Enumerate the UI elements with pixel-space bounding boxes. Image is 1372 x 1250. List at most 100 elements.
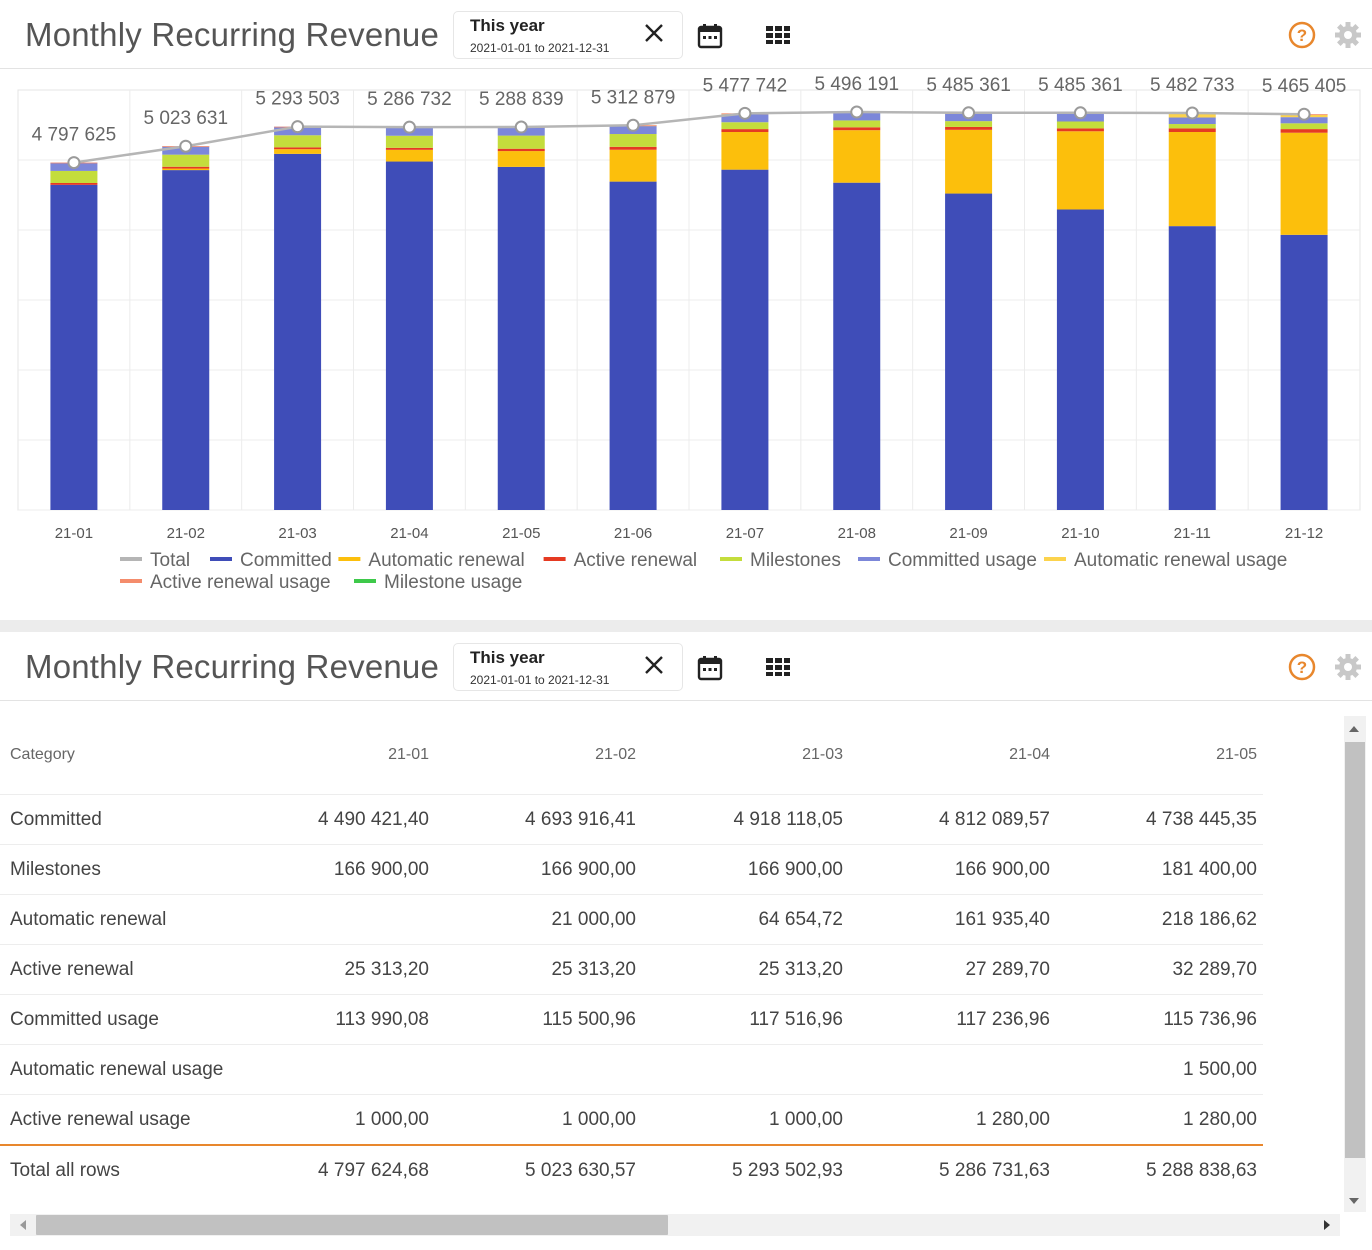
value-cell: 25 313,20 (228, 944, 435, 995)
column-header-month[interactable]: 21-04 (1009, 746, 1050, 763)
help-icon[interactable]: ? (1287, 652, 1317, 682)
bar-segment (833, 130, 881, 183)
close-icon[interactable] (642, 21, 666, 45)
grid-icon[interactable] (765, 656, 791, 678)
mrr-stacked-bar-chart: 21-01 21-02 21-03 21-04 21-05 21-06 21-07 21-08… (17, 74, 1361, 593)
svg-text:?: ? (1297, 658, 1307, 677)
x-tick-label: 21-08 (838, 525, 876, 542)
scroll-right-arrow-icon[interactable] (1324, 1220, 1330, 1230)
value-cell: 181 400,00 (1056, 844, 1263, 895)
total-point (291, 120, 305, 134)
table-row: Automatic renewal usage 1 500,00 (0, 1044, 1263, 1095)
table-header-row: Category 21-01 21-02 21-03 21-04 21-05 (0, 716, 1263, 795)
legend-label: Total (150, 550, 190, 571)
legend-label: Active renewal (574, 550, 698, 571)
total-data-label: 5 023 631 (143, 108, 228, 129)
total-data-label: 5 482 733 (1150, 75, 1235, 96)
mrr-table: Category 21-01 21-02 21-03 21-04 21-05 Commit… (0, 716, 1263, 1196)
value-cell: 4 693 916,41 (435, 794, 642, 845)
value-cell: 166 900,00 (642, 844, 849, 895)
bar-segment (1168, 124, 1216, 129)
table-row: Active renewal usage 1 000,00 1 000,00 1 00… (0, 1094, 1263, 1145)
bar-segment (609, 181, 657, 510)
total-point (1185, 106, 1199, 120)
chart-panel: Monthly Recurring Revenue This year 2021… (0, 0, 1372, 620)
vertical-scrollbar[interactable] (1344, 716, 1366, 1212)
legend-label: Active renewal usage (150, 572, 331, 593)
bar-segment (162, 168, 210, 171)
total-data-label: 5 286 732 (367, 89, 452, 110)
value-cell: 117 236,96 (849, 994, 1056, 1045)
total-point (402, 120, 416, 134)
bar-segment (162, 166, 210, 169)
chart-labels: 21-01 21-02 21-03 21-04 21-05 21-06 21-07 21-08… (32, 74, 1347, 542)
horizontal-scrollbar[interactable] (10, 1214, 1340, 1236)
column-header-month[interactable]: 21-05 (1216, 746, 1257, 763)
value-cell: 64 654,72 (642, 894, 849, 945)
total-point (1073, 106, 1087, 120)
gear-icon[interactable] (1333, 20, 1363, 50)
bar-segment (274, 149, 322, 154)
total-point (179, 139, 193, 153)
bar-segment (1280, 234, 1328, 511)
bar-segment (1056, 209, 1104, 510)
period-range: 2021-01-01 to 2021-12-31 (470, 41, 610, 55)
calendar-icon[interactable] (696, 654, 724, 682)
scroll-down-arrow-icon[interactable] (1349, 1198, 1359, 1204)
legend-label: Milestone usage (384, 572, 522, 593)
row-category-cell: Milestones (0, 844, 228, 895)
legend-label: Automatic renewal usage (1074, 550, 1287, 571)
table-row: Milestones 166 900,00 166 900,00 166 900,00… (0, 844, 1263, 895)
period-selector[interactable]: This year 2021-01-01 to 2021-12-31 (453, 11, 683, 59)
mrr-table-viewport[interactable]: Category 21-01 21-02 21-03 21-04 21-05 Commit… (0, 716, 1342, 1216)
value-cell: 27 289,70 (849, 944, 1056, 995)
svg-text:?: ? (1297, 26, 1307, 45)
column-header-month[interactable]: 21-01 (388, 746, 429, 763)
bar-segment (721, 169, 769, 510)
legend-label: Milestones (750, 550, 841, 571)
bar-segment (1280, 132, 1328, 235)
close-icon[interactable] (642, 653, 666, 677)
value-cell (228, 1044, 435, 1095)
value-cell: 115 736,96 (1056, 994, 1263, 1045)
value-cell: 5 286 731,63 (849, 1144, 1056, 1196)
value-cell: 115 500,96 (435, 994, 642, 1045)
total-point (1297, 107, 1311, 121)
bar-segment (945, 129, 993, 194)
calendar-icon[interactable] (696, 22, 724, 50)
scroll-left-arrow-icon[interactable] (20, 1220, 26, 1230)
bar-segment (162, 170, 210, 510)
column-header-month[interactable]: 21-02 (595, 746, 636, 763)
bar-segment (1056, 128, 1104, 132)
bar-segment (1056, 121, 1104, 129)
column-header-month[interactable]: 21-03 (802, 746, 843, 763)
bar-segment (50, 182, 98, 185)
value-cell: 4 918 118,05 (642, 794, 849, 845)
gear-icon[interactable] (1333, 652, 1363, 682)
grid-icon[interactable] (765, 24, 791, 46)
x-tick-label: 21-12 (1285, 525, 1323, 542)
legend-label: Automatic renewal (368, 550, 524, 571)
bar-segment (1280, 123, 1328, 130)
total-line-path (73, 110, 1305, 164)
value-cell: 166 900,00 (435, 844, 642, 895)
bar-segment (1168, 226, 1216, 510)
bar-segment (274, 153, 322, 510)
bar-segment (162, 154, 210, 167)
help-icon[interactable]: ? (1287, 20, 1317, 50)
bar-segment (1168, 132, 1216, 227)
bar-segment (609, 134, 657, 147)
bar-segment (1168, 117, 1216, 125)
value-cell: 4 812 089,57 (849, 794, 1056, 845)
total-point (738, 106, 752, 120)
scroll-up-arrow-icon[interactable] (1349, 726, 1359, 732)
column-header-category[interactable]: Category (10, 746, 75, 763)
table-panel: Monthly Recurring Revenue This year 2021… (0, 632, 1372, 1250)
row-category-cell: Active renewal usage (0, 1094, 228, 1145)
vertical-scroll-thumb[interactable] (1345, 742, 1365, 1158)
total-data-label: 4 797 625 (32, 125, 117, 146)
x-tick-label: 21-04 (390, 525, 428, 542)
bar-segment (1280, 129, 1328, 133)
period-selector[interactable]: This year 2021-01-01 to 2021-12-31 (453, 643, 683, 691)
horizontal-scroll-thumb[interactable] (36, 1215, 668, 1235)
